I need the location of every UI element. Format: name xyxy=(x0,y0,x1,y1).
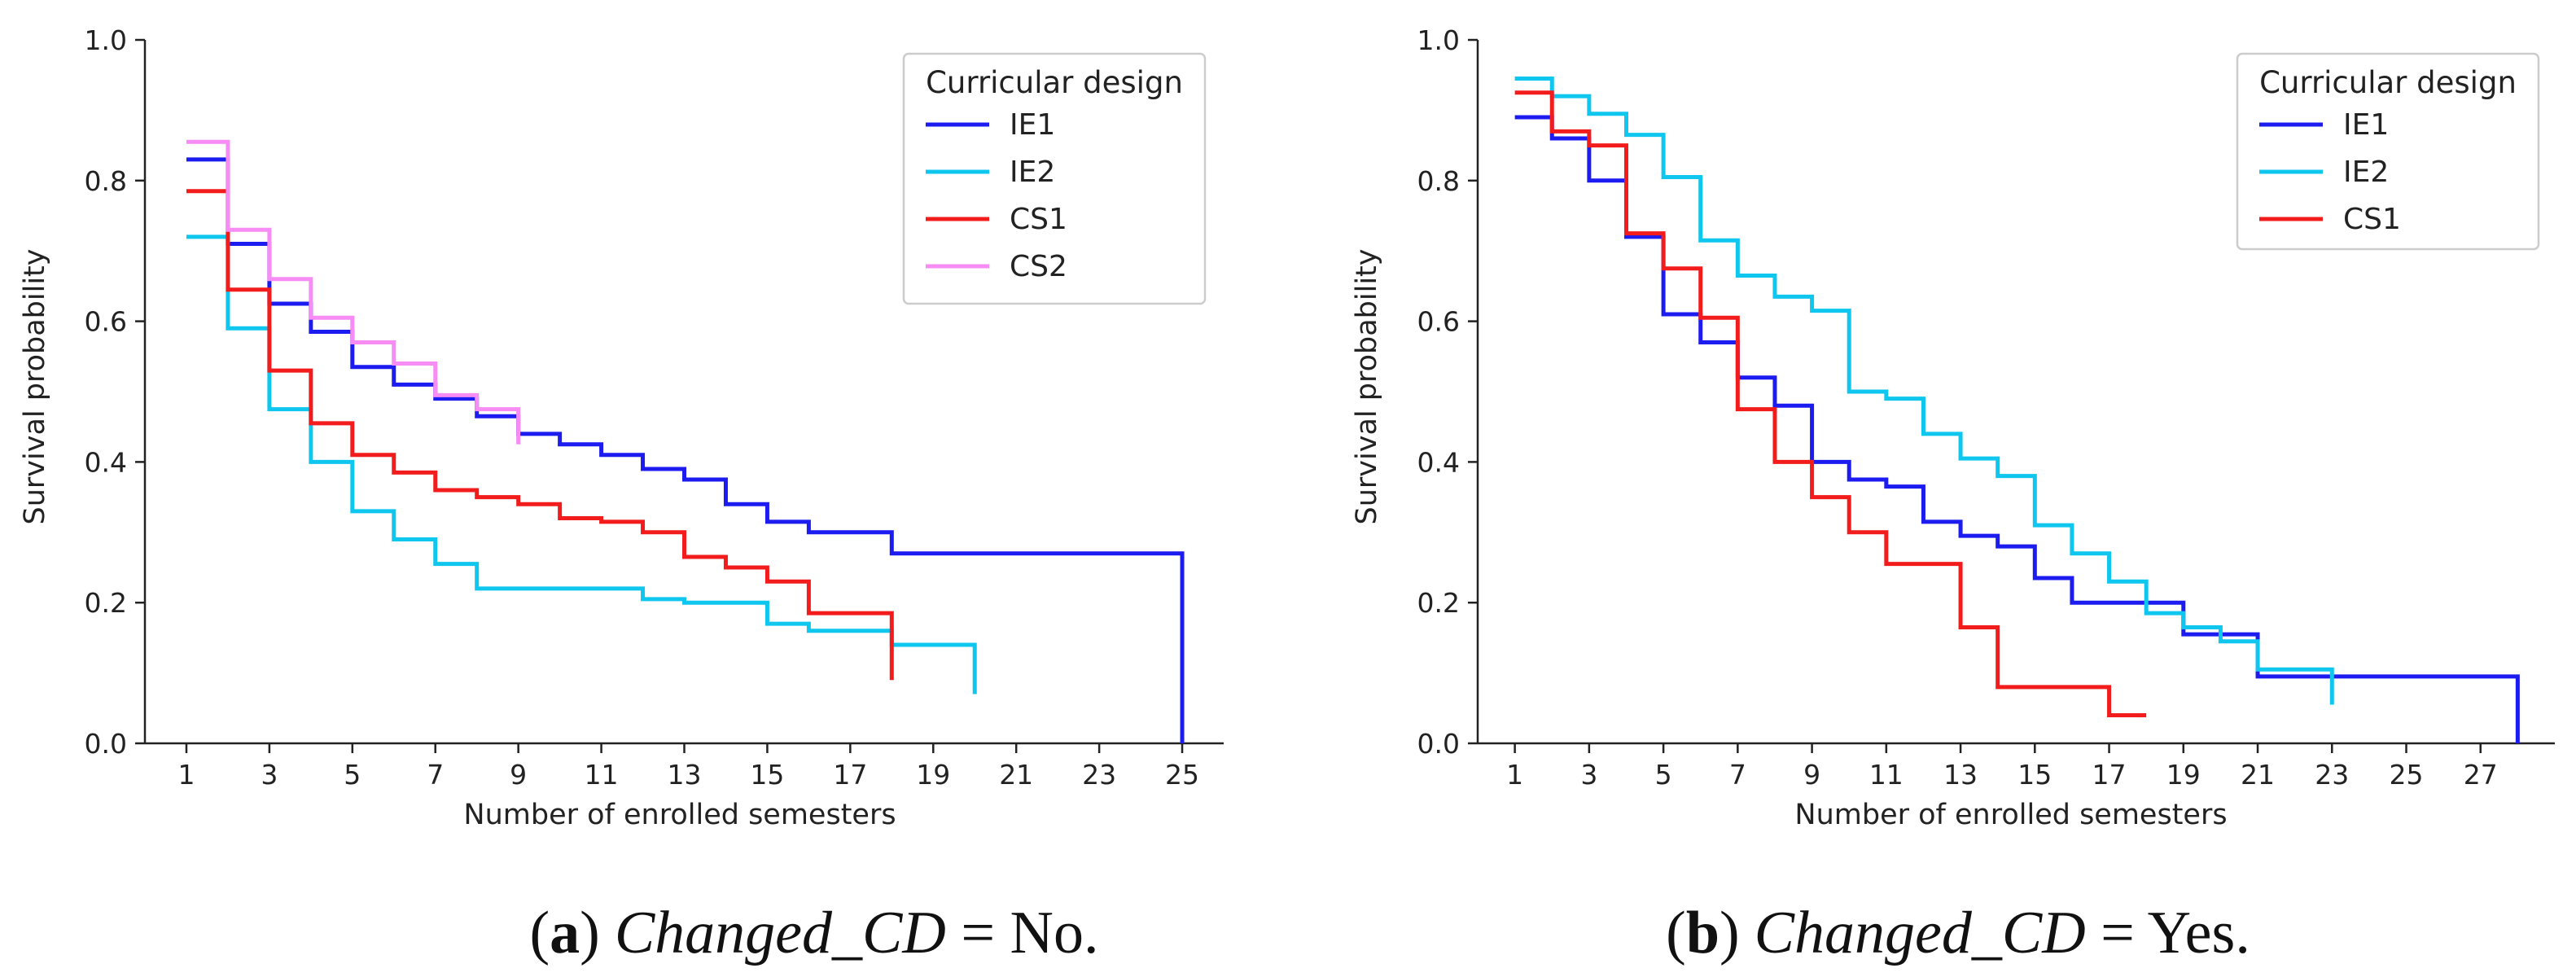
panel-a-x-axis-title: Number of enrolled semesters xyxy=(463,799,896,831)
panel-a-x-tick-label: 5 xyxy=(344,759,361,791)
panel-b-legend: Curricular design IE1 IE2 CS1 xyxy=(2236,52,2540,251)
panel-b-legend-entries: IE1 IE2 CS1 xyxy=(2259,108,2401,236)
panel-a-y-tick-label: 0.4 xyxy=(85,446,127,478)
panel-a-x-tick-label: 17 xyxy=(833,759,867,791)
panel-b-series-ie1 xyxy=(1514,115,2520,743)
panel-b-caption-equals: = xyxy=(2086,900,2148,966)
panel-a-y-tick-label: 0.2 xyxy=(85,587,127,619)
panel-a-legend-label-ie2: IE2 xyxy=(1010,156,1055,189)
panel-a-x-tick-label: 7 xyxy=(427,759,444,791)
panel-b-y-tick-label: 0.0 xyxy=(1417,728,1460,760)
panel-a-x-tick-label: 1 xyxy=(177,759,195,791)
panel-a-caption-variable: Changed_CD xyxy=(615,900,946,966)
panel-b-y-tick-label: 0.2 xyxy=(1417,587,1460,619)
panel-a-x-tick-label: 23 xyxy=(1082,759,1116,791)
panel-a-series-cs1 xyxy=(186,189,894,681)
panel-b-caption: (b) Changed_CD = Yes. xyxy=(1666,900,2250,966)
panel-a-series-cs2 xyxy=(186,139,521,445)
panel-a-series-ie2 xyxy=(186,234,977,694)
panel-a-x-tick-label: 3 xyxy=(261,759,278,791)
panel-b-x-tick-label: 9 xyxy=(1803,759,1820,791)
panel-b-caption-open: ( xyxy=(1666,900,1686,966)
panel-b-x-tick-label: 3 xyxy=(1580,759,1597,791)
panel-a-y-axis-title: Survival probability xyxy=(19,249,51,525)
panel-a-x-tick-label: 9 xyxy=(510,759,527,791)
panel-b-x-tick-label: 15 xyxy=(2017,759,2052,791)
panel-a-caption-close: ) xyxy=(580,900,600,966)
panel-a-legend-entries: IE1 IE2 CS1 CS2 xyxy=(926,108,1067,283)
panel-b-caption-close: ) xyxy=(1720,900,1740,966)
panel-b-y-tick-label: 1.0 xyxy=(1417,24,1460,56)
panel-a-x-tick-label: 13 xyxy=(668,759,702,791)
panel-b-legend-frame xyxy=(2236,52,2540,251)
panel-a-caption-equals: = xyxy=(946,900,1010,966)
panel-a-legend-title: Curricular design xyxy=(926,65,1183,100)
panel-b-legend-label-ie1: IE1 xyxy=(2343,108,2389,142)
panel-b-x-tick-label: 19 xyxy=(2166,759,2201,791)
panel-b-x-tick-label: 5 xyxy=(1655,759,1672,791)
panel-a-series-ie1 xyxy=(186,157,1185,743)
panel-b-legend-title: Curricular design xyxy=(2259,65,2517,100)
panel-a-caption-letter: a xyxy=(550,900,580,966)
panel-b-caption-variable: Changed_CD xyxy=(1755,900,2086,966)
panel-a-legend-frame xyxy=(902,52,1207,305)
panel-b-legend-label-ie2: IE2 xyxy=(2343,156,2389,189)
panel-b-x-tick-label: 21 xyxy=(2241,759,2275,791)
panel-a-plot: 0.00.20.40.60.81.01 3 5 7 9 11 13 15 17 19 21 23 25 xyxy=(85,24,1224,791)
panel-a-y-tick-label: 0.0 xyxy=(85,728,127,760)
panel-a-caption: (a) Changed_CD = No. xyxy=(530,900,1099,966)
panel-b-plot: 0.00.20.40.60.81.01 3 5 7 9 11 13 15 17 19 21 23 25 2… xyxy=(1417,24,2555,791)
panel-b-x-axis-title: Number of enrolled semesters xyxy=(1794,799,2227,831)
panel-a-x-tick-label: 19 xyxy=(916,759,950,791)
panel-a-legend-label-ie1: IE1 xyxy=(1010,108,1055,142)
panel-a-y-tick-label: 0.8 xyxy=(85,165,127,197)
panel-b-y-tick-label: 0.6 xyxy=(1417,306,1460,338)
panel-b-x-tick-label: 27 xyxy=(2464,759,2498,791)
panel-a-x-tick-label: 15 xyxy=(750,759,784,791)
panel-b-legend-label-cs1: CS1 xyxy=(2343,203,2401,236)
panel-b-y-tick-label: 0.4 xyxy=(1417,446,1460,478)
panel-b-x-tick-label: 25 xyxy=(2390,759,2424,791)
panel-a-x-tick-label: 21 xyxy=(999,759,1033,791)
panel-b-y-axis-title: Survival probability xyxy=(1351,249,1383,525)
panel-b-x-tick-label: 7 xyxy=(1729,759,1746,791)
panel-a-x-tick-label: 11 xyxy=(585,759,619,791)
panel-a-caption-open: ( xyxy=(530,900,550,966)
panel-b: 0.00.20.40.60.81.01 3 5 7 9 11 13 15 17 19 21 23 25 2… xyxy=(1351,24,2555,966)
panel-b-y-tick-label: 0.8 xyxy=(1417,165,1460,197)
panel-b-caption-letter: b xyxy=(1686,900,1720,966)
panel-a-caption-value: No. xyxy=(1010,900,1099,966)
panel-b-x-tick-label: 17 xyxy=(2092,759,2127,791)
panel-b-x-tick-label: 11 xyxy=(1869,759,1904,791)
panel-a-x-tick-label: 25 xyxy=(1165,759,1199,791)
panel-a-legend-label-cs2: CS2 xyxy=(1010,250,1067,283)
panel-b-series-ie2 xyxy=(1514,77,2334,705)
panel-a-y-tick-label: 1.0 xyxy=(85,24,127,56)
panel-a-y-tick-label: 0.6 xyxy=(85,306,127,338)
panel-a-legend: Curricular design IE1 IE2 CS1 CS2 xyxy=(902,52,1207,305)
panel-b-x-tick-label: 23 xyxy=(2315,759,2349,791)
panel-b-x-tick-label: 13 xyxy=(1943,759,1978,791)
panel-b-x-tick-label: 1 xyxy=(1506,759,1523,791)
panel-a-legend-label-cs1: CS1 xyxy=(1010,203,1067,236)
panel-b-series-cs1 xyxy=(1514,90,2147,717)
panel-a: 0.00.20.40.60.81.01 3 5 7 9 11 13 15 17 19 21 23 25 … xyxy=(19,24,1224,966)
panel-b-caption-value: Yes. xyxy=(2148,900,2250,966)
